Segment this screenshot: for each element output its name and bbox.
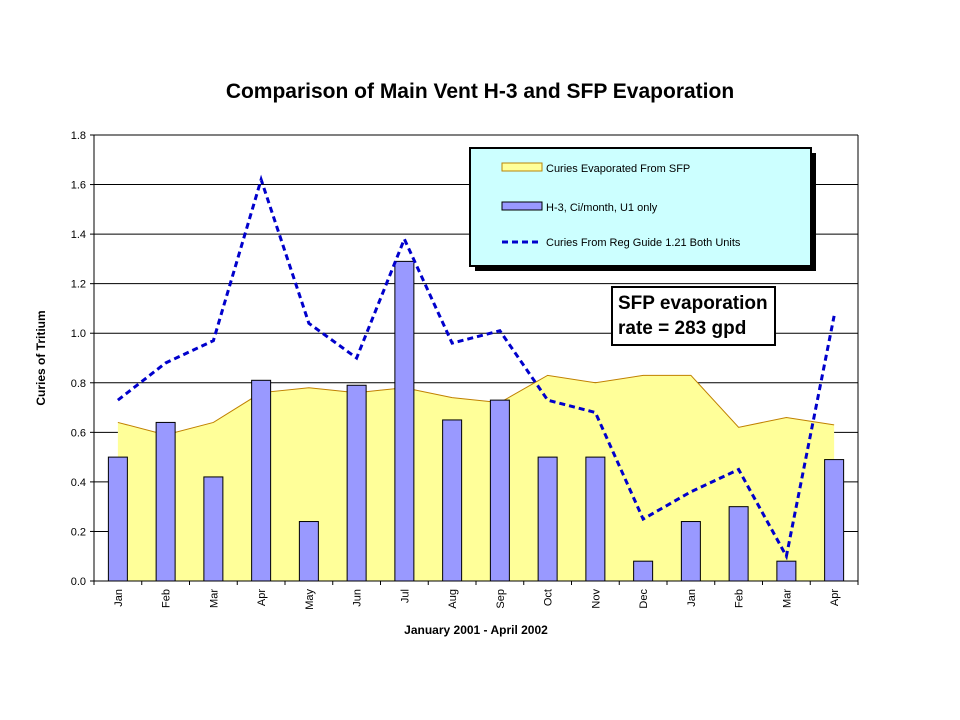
x-tick-label: Aug <box>447 589 459 609</box>
sfp-area-edge <box>117 374 835 436</box>
x-tick-label: Feb <box>161 589 173 608</box>
h3-bar <box>489 399 510 582</box>
h3-bar <box>776 560 797 582</box>
h3-bar <box>298 521 319 582</box>
h3-bar <box>442 419 463 582</box>
y-tick-label: 0.2 <box>71 526 86 538</box>
h3-bar <box>585 456 606 582</box>
x-tick-label: Jan <box>113 589 125 607</box>
y-tick-label: 0.4 <box>71 477 86 489</box>
legend-swatch-bar <box>501 201 543 211</box>
x-tick-label: Jan <box>686 589 698 607</box>
h3-bar <box>155 421 176 582</box>
h3-bar <box>633 560 654 582</box>
x-axis-label: January 2001 - April 2002 <box>404 623 548 637</box>
y-tick-label: 0.8 <box>71 378 86 390</box>
y-tick-label: 1.2 <box>71 279 86 291</box>
legend: Curies Evaporated From SFP H-3, Ci/month… <box>469 147 816 271</box>
x-tick-labels: Jan Feb Mar Apr May Jun Jul Aug Sep Oct Nov Dec Jan F… <box>113 589 841 610</box>
reg-guide-line <box>116 174 836 561</box>
x-tick-label: Oct <box>543 589 555 606</box>
sfp-area-fill <box>117 375 835 581</box>
x-tick-label: Apr <box>829 589 841 606</box>
y-tick-label: 1.4 <box>71 229 86 241</box>
h3-bar <box>251 379 272 582</box>
annotation-box: SFP evaporation rate = 283 gpd <box>611 286 776 346</box>
x-tick-label: Sep <box>495 589 507 609</box>
h3-bar <box>537 456 558 582</box>
y-tick-label: 0.0 <box>71 576 86 588</box>
y-tick-label: 1.0 <box>71 328 86 340</box>
reg-guide-line-series <box>116 174 836 561</box>
x-tick-label: Jul <box>399 589 411 603</box>
y-tick-label: 1.6 <box>71 180 86 192</box>
h3-bar <box>728 506 749 582</box>
y-tick-labels: 0.0 0.2 0.4 0.6 0.8 1.0 1.2 1.4 1.6 1.8 <box>71 130 86 588</box>
legend-label-bar: H-3, Ci/month, U1 only <box>546 202 658 214</box>
x-tick-label: Mar <box>208 589 220 608</box>
y-tick-label: 1.8 <box>71 130 86 142</box>
legend-swatch-area <box>501 162 543 172</box>
h3-bar <box>680 521 701 582</box>
h3-bar <box>346 384 367 582</box>
chart-title: Comparison of Main Vent H-3 and SFP Evap… <box>226 80 734 103</box>
h3-bar <box>107 456 128 582</box>
y-axis-label: Curies of Tritium <box>34 310 48 405</box>
h3-bar <box>824 459 845 582</box>
x-tick-label: Feb <box>734 589 746 608</box>
x-tick-label: Nov <box>590 589 602 609</box>
annotation-line-2: rate = 283 gpd <box>618 318 746 339</box>
annotation-frame <box>611 286 776 346</box>
h3-bar-series <box>107 260 845 582</box>
axes <box>93 135 859 585</box>
x-tick-label: Apr <box>256 589 268 606</box>
x-tick-label: May <box>304 589 316 610</box>
x-tick-label: Dec <box>638 589 650 609</box>
x-tick-label: Jun <box>352 589 364 607</box>
h3-bar <box>203 476 224 582</box>
legend-label-area: Curies Evaporated From SFP <box>546 163 690 175</box>
h3-bar <box>394 260 415 582</box>
annotation-line-1: SFP evaporation <box>618 293 768 314</box>
sfp-area-series <box>117 374 835 581</box>
x-tick-label: Mar <box>781 589 793 608</box>
legend-label-line: Curies From Reg Guide 1.21 Both Units <box>546 237 741 249</box>
y-tick-label: 0.6 <box>71 427 86 439</box>
